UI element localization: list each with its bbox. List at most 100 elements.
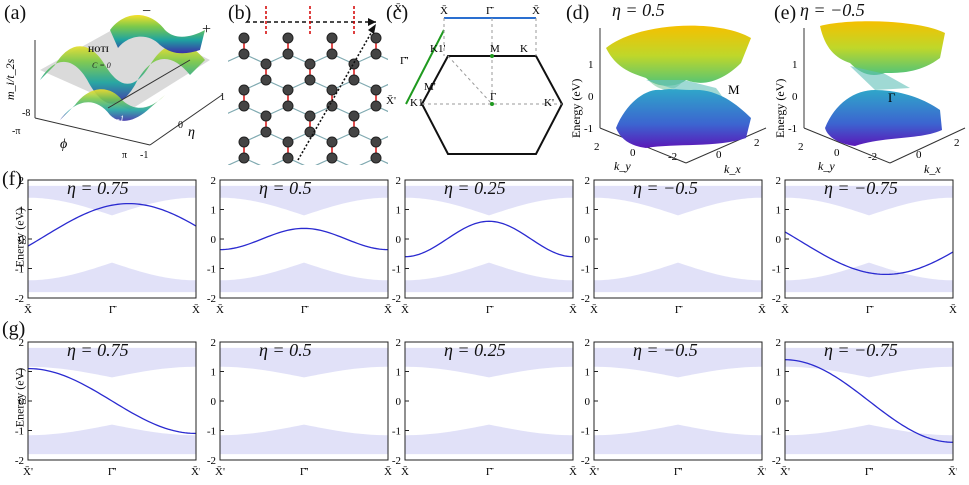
lattice-atom: [348, 110, 360, 122]
c-xbar-left: X̄: [440, 5, 448, 17]
d-kytick-0: 0: [630, 147, 636, 159]
e-kxtick-0: 0: [916, 149, 922, 161]
bulk-band-region: [405, 185, 573, 216]
lattice-atom: [326, 84, 338, 96]
eta-label: η = −0.75: [824, 340, 898, 360]
y-tick-label: 1: [776, 367, 782, 379]
band-panel-rowF-4: 2 1 0 -1 -2 X̄ Γ̄ X̄ η = −0.75: [765, 175, 957, 316]
bulk-band-region: [785, 262, 953, 293]
lattice-atom: [238, 32, 250, 44]
lattice-atom: [282, 152, 294, 164]
y-tick-label: 2: [776, 176, 782, 187]
a-phi-label: ϕ: [60, 137, 67, 152]
band-plot: 210-1-2X̄ Γ̄ X̄: [207, 175, 392, 316]
eta-label: η = 0.25: [444, 178, 506, 198]
d-point-label: M: [728, 82, 740, 97]
panel-label-b: (b): [228, 2, 252, 24]
lattice-atom: [238, 152, 250, 164]
y-tick-label: 1: [19, 367, 25, 379]
lattice-atom: [370, 100, 382, 112]
y-tick-label: -1: [772, 426, 781, 438]
y-tick-label: 2: [211, 176, 217, 187]
y-tick-label: -1: [207, 426, 216, 438]
eta-label: η = 0.5: [259, 340, 312, 360]
bulk-band-region: [594, 185, 762, 216]
sign-minus: −: [142, 3, 151, 20]
band-panel-rowG-2: 2 1 0 -1 -2 X̄ Γ̄ X̄ η = 0.25: [385, 337, 577, 478]
bulk-band-region: [785, 185, 953, 216]
lattice-atom: [304, 126, 316, 138]
x-tick-label: Γ̄': [674, 466, 682, 478]
y-tick-label: 1: [19, 205, 25, 217]
band-plot: 210-1-2X̄ Γ̄ X̄: [581, 175, 766, 316]
eta-label: η = 0.75: [67, 340, 129, 360]
panel-a-surface-plot: HOTI C = 0 C = 1 C = -1 − + -8 -π π ϕ 1 …: [3, 3, 225, 160]
y-tick-label: 2: [396, 176, 402, 187]
y-tick-label: -2: [392, 455, 401, 467]
bulk-band-region: [594, 347, 762, 378]
c-k1-prime: K1': [430, 43, 445, 55]
x-tick-label: X̄: [192, 304, 200, 316]
x-tick-label: X̄: [401, 466, 409, 478]
d-ylabel: Energy (eV): [569, 79, 583, 138]
band-plot: 210-1-2X̄ Γ̄ X̄: [392, 175, 577, 316]
e-ylabel: Energy (eV): [773, 79, 787, 138]
lattice-atom: [260, 58, 272, 70]
e-kytick-0: 0: [834, 147, 840, 159]
region-cm1: C = -1: [100, 114, 124, 124]
panel-label-d: (d): [566, 2, 590, 24]
x-tick-label: Γ̄': [300, 466, 308, 478]
lattice-atom: [370, 136, 382, 148]
x-tick-label: X̄': [589, 466, 599, 478]
lattice-atom: [370, 84, 382, 96]
d-eta-label: η = 0.5: [612, 0, 665, 20]
band-panel-rowF-0: 2 1 0 -1 -2 X̄ Γ̄ X̄ η = 0.75: [8, 175, 200, 316]
e-ztick-0: 0: [792, 91, 798, 103]
e-kx-label: k_x: [924, 162, 941, 176]
y-tick-label: -2: [772, 293, 781, 305]
e-ztick-m1: -1: [788, 123, 797, 135]
x-tick-label: X̄: [949, 304, 957, 316]
y-tick-label: -1: [392, 264, 401, 276]
x-tick-label: X̄': [23, 466, 33, 478]
c-m: M: [490, 43, 500, 55]
panel-label-g: (g): [2, 318, 26, 340]
y-tick-label: 0: [19, 234, 25, 246]
x-tick-label: X̄': [757, 466, 766, 478]
region-c1: C = 1: [46, 90, 67, 100]
eta-label: η = 0.5: [259, 178, 312, 198]
x-tick-label: X̄: [216, 304, 224, 316]
eta-label: η = −0.75: [824, 178, 898, 198]
edge-state-line: [784, 359, 954, 443]
y-tick-label: 2: [19, 176, 25, 187]
band-plot: 210-1-2X̄' Γ̄' X̄': [772, 337, 958, 478]
edge-state-line: [27, 367, 197, 435]
sign-plus: +: [202, 21, 211, 38]
y-tick-label: 1: [211, 367, 217, 379]
y-tick-label: -1: [15, 426, 24, 438]
y-tick-label: -1: [15, 264, 24, 276]
panel-label-e: (e): [774, 2, 797, 24]
panel-c-brillouin-zone: X̄' X̄ Γ̄ X̄ Γ̄' X̄' M' M K1' K K1 Γ K': [386, 3, 564, 155]
lattice-atom: [260, 74, 272, 86]
lattice-atom: [370, 32, 382, 44]
a-eta-label: η: [188, 125, 195, 140]
y-tick-label: -2: [772, 455, 781, 467]
y-tick-label: -1: [207, 264, 216, 276]
y-tick-label: 2: [585, 338, 591, 349]
band-plot: 210-1-2X̄ Γ̄ X̄: [15, 175, 200, 316]
band-plot: 210-1-2X̄ Γ̄ X̄: [392, 337, 577, 478]
a-etatick-m1: -1: [140, 150, 148, 160]
e-ztick-1: 1: [792, 59, 798, 71]
y-tick-label: 0: [776, 396, 782, 408]
c-xbar-right: X̄: [532, 5, 540, 17]
x-tick-label: Γ̄: [486, 466, 494, 478]
edge-state-line: [404, 220, 574, 258]
lattice-atom: [282, 32, 294, 44]
x-tick-label: X̄: [590, 304, 598, 316]
y-tick-label: -2: [392, 293, 401, 305]
lattice-atom: [326, 48, 338, 60]
edge-state-line: [27, 202, 197, 247]
y-tick-label: -2: [207, 455, 216, 467]
lattice-atom: [238, 48, 250, 60]
